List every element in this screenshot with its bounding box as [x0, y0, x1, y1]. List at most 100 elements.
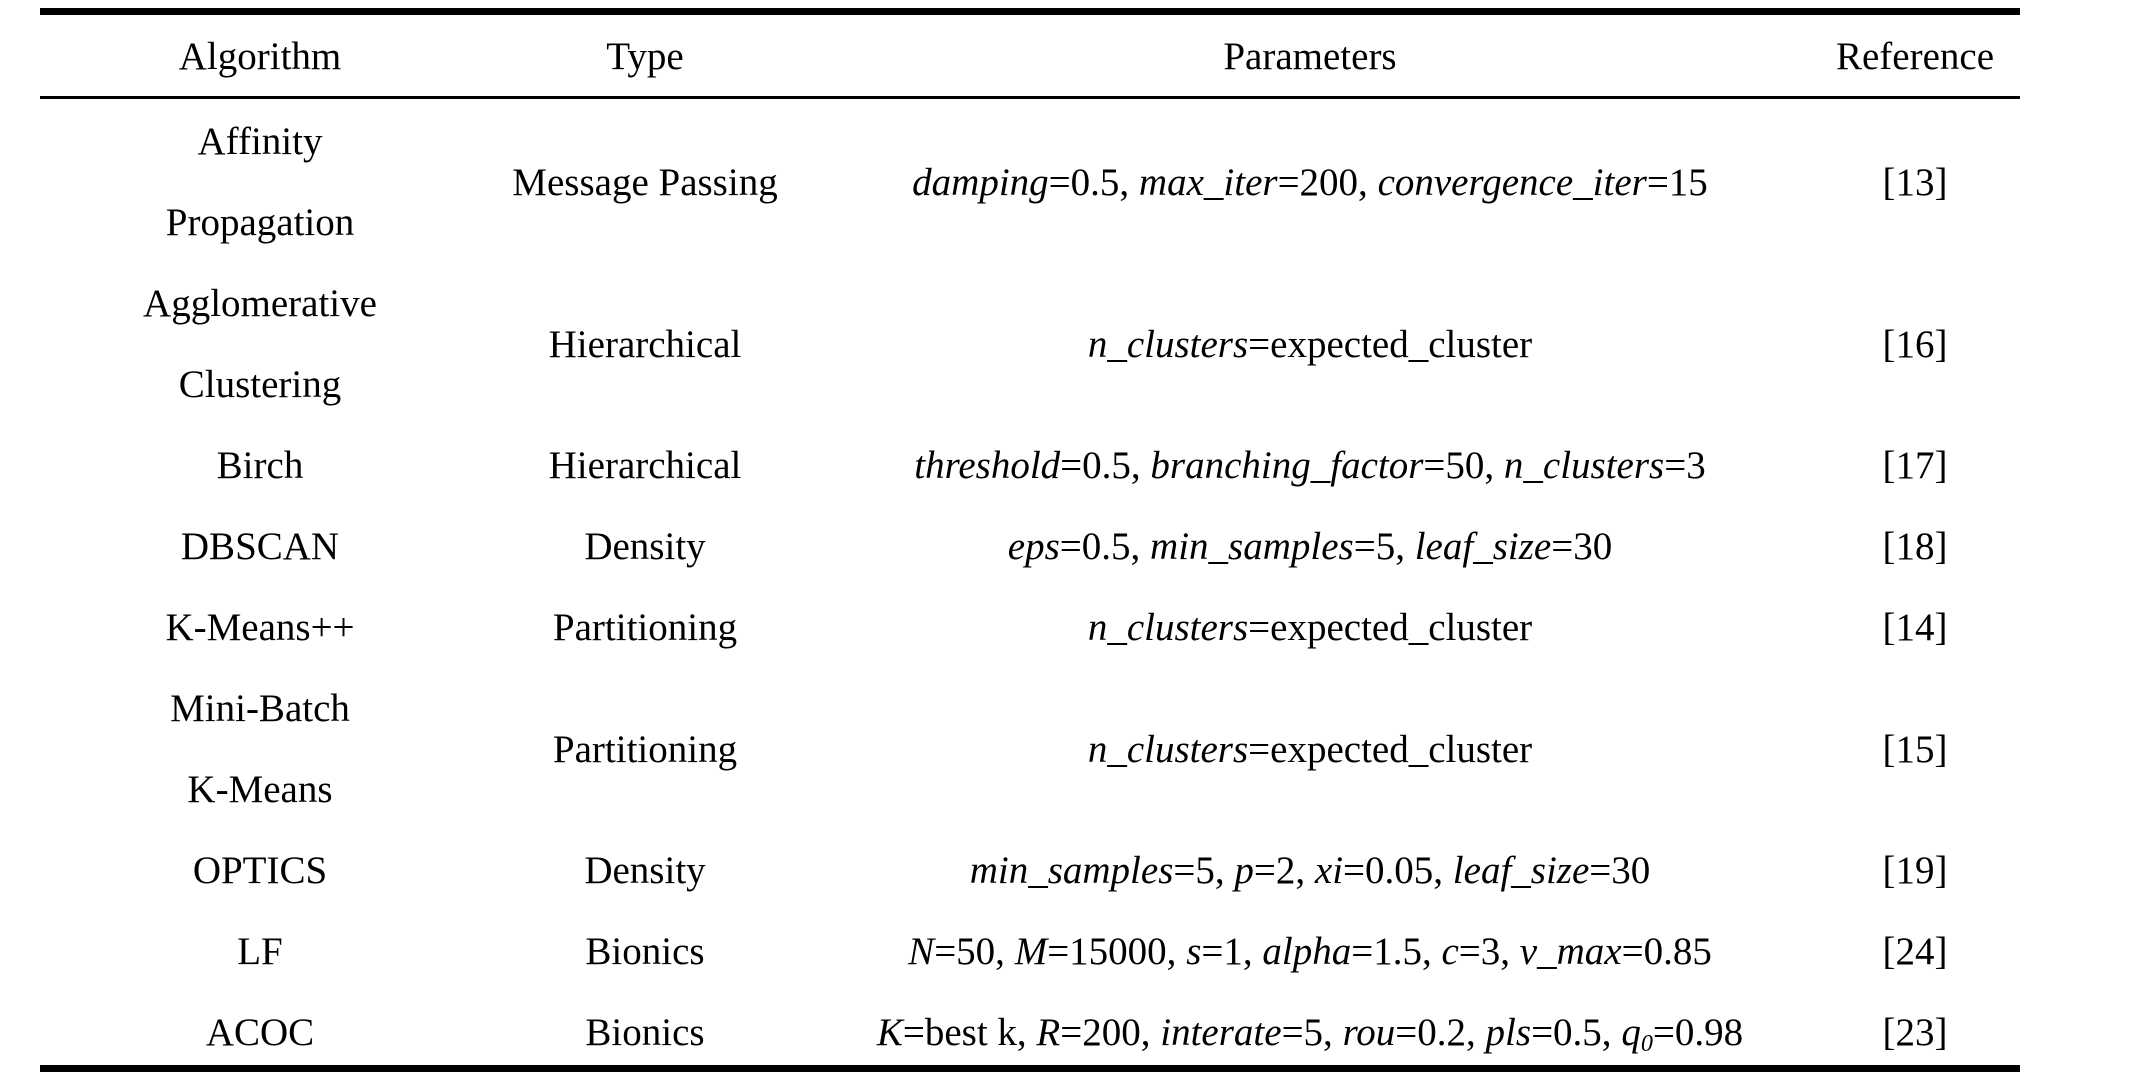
header-algorithm: Algorithm	[178, 35, 342, 78]
parameter-value: =15	[1646, 160, 1708, 204]
algorithm-cell: DBSCAN	[60, 506, 460, 587]
parameters-cell: N=50, M=15000, s=1, alpha=1.5, c=3, v_ma…	[830, 911, 1790, 992]
algorithm-line: Mini-Batch	[170, 687, 350, 730]
parameter-value: =0.5,	[1048, 160, 1139, 204]
algorithm-line: LF	[237, 930, 283, 973]
parameters-cell: min_samples=5, p=2, xi=0.05, leaf_size=3…	[830, 830, 1790, 911]
reference-cell: [13]	[1882, 160, 1948, 204]
parameters-cell: eps=0.5, min_samples=5, leaf_size=30	[830, 506, 1790, 587]
parameter-subscript: 0	[1640, 1030, 1653, 1058]
parameter-value: =30	[1551, 525, 1613, 568]
parameters-cell: n_clusters=expected_cluster	[830, 668, 1790, 830]
parameter-name: p	[1234, 849, 1254, 892]
parameter-name: M	[1014, 930, 1048, 973]
parameter-name: convergence_iter	[1377, 160, 1647, 204]
parameter-name: min_samples	[969, 849, 1174, 892]
algorithm-line: DBSCAN	[180, 525, 340, 568]
parameters-line: n_clusters=expected_cluster	[1088, 304, 1532, 385]
algorithm-cell: Affinity Propagation	[60, 101, 460, 263]
parameters-line: N=50, M=15000, s=1, alpha=1.5, c=3, v_ma…	[908, 911, 1712, 992]
algorithm-line: OPTICS	[192, 849, 328, 892]
reference-cell: [14]	[1882, 606, 1948, 649]
header-parameters: Parameters	[1223, 35, 1397, 78]
parameter-value: =5,	[1281, 1011, 1343, 1054]
parameters-cell: threshold=0.5, branching_factor=50, n_cl…	[830, 425, 1790, 506]
algorithm-line: ACOC	[205, 1011, 315, 1054]
parameter-value: =0.05,	[1343, 849, 1453, 892]
parameter-value: =5,	[1353, 525, 1415, 568]
parameter-value: =expected_cluster	[1248, 606, 1533, 649]
parameter-value: =0.5,	[1531, 1011, 1622, 1054]
parameter-value: =0.85	[1621, 930, 1712, 973]
parameter-value: =expected_cluster	[1248, 322, 1533, 366]
type-cell: Hierarchical	[548, 322, 742, 366]
parameter-name: K	[876, 1011, 903, 1054]
algorithm-cell: Agglomerative Clustering	[60, 263, 460, 425]
parameter-name: n_clusters	[1087, 606, 1249, 649]
parameter-value: =15000,	[1047, 930, 1187, 973]
parameter-name: damping	[912, 160, 1049, 204]
parameter-name: n_clusters	[1087, 727, 1249, 771]
parameter-value: =200,	[1277, 160, 1378, 204]
algorithm-line: Agglomerative	[143, 282, 377, 325]
parameters-cell: K=best k, R=200, interate=5, rou=0.2, pl…	[830, 992, 1790, 1073]
parameter-name: eps	[1007, 525, 1060, 568]
parameter-value: =3,	[1458, 930, 1520, 973]
parameter-name: v_max	[1519, 930, 1622, 973]
parameter-name: alpha	[1262, 930, 1352, 973]
parameters-line: eps=0.5, min_samples=5, leaf_size=30	[1008, 506, 1612, 587]
bottom-rule	[40, 1065, 2020, 1072]
parameter-value: =1,	[1201, 930, 1263, 973]
parameter-name: R	[1036, 1011, 1061, 1054]
parameter-name: q	[1621, 1011, 1641, 1054]
algorithm-line: Propagation	[165, 201, 355, 244]
parameter-value: =1.5,	[1351, 930, 1442, 973]
reference-cell: [23]	[1882, 1011, 1948, 1054]
algorithm-line: Birch	[216, 444, 304, 487]
parameter-name: branching_factor	[1150, 444, 1424, 487]
parameter-name: s	[1186, 930, 1202, 973]
parameter-name: leaf_size	[1452, 849, 1590, 892]
parameters-line: K=best k, R=200, interate=5, rou=0.2, pl…	[877, 992, 1743, 1073]
algorithm-line: K-Means++	[165, 606, 355, 649]
parameter-value: =best k,	[902, 1011, 1037, 1054]
algorithm-cell: Birch	[60, 425, 460, 506]
type-cell: Bionics	[585, 1011, 705, 1054]
top-rule	[40, 8, 2020, 15]
type-cell: Message Passing	[512, 160, 778, 204]
parameter-value: =5,	[1173, 849, 1235, 892]
algorithm-line: Affinity	[197, 120, 323, 163]
parameter-value: =30	[1589, 849, 1651, 892]
reference-cell: [24]	[1882, 930, 1948, 973]
type-cell: Density	[584, 525, 706, 568]
algorithm-line: K-Means	[187, 768, 333, 811]
header-rule	[40, 96, 2020, 99]
parameters-line: n_clusters=expected_cluster	[1088, 709, 1532, 790]
algorithm-cell: K-Means++	[60, 587, 460, 668]
reference-cell: [15]	[1882, 727, 1948, 771]
type-cell: Partitioning	[552, 727, 738, 771]
type-cell: Partitioning	[552, 606, 738, 649]
type-cell: Hierarchical	[548, 444, 742, 487]
parameters-line: threshold=0.5, branching_factor=50, n_cl…	[914, 425, 1705, 506]
parameters-cell: n_clusters=expected_cluster	[830, 263, 1790, 425]
parameter-value: =expected_cluster	[1248, 727, 1533, 771]
parameters-cell: n_clusters=expected_cluster	[830, 587, 1790, 668]
parameter-name: min_samples	[1150, 525, 1354, 568]
parameter-value: =0.5,	[1059, 525, 1151, 568]
algorithm-cell: LF	[60, 911, 460, 992]
parameter-value: =0.5,	[1060, 444, 1151, 487]
reference-cell: [18]	[1882, 525, 1948, 568]
parameter-name: c	[1441, 930, 1459, 973]
parameter-name: xi	[1314, 849, 1344, 892]
algorithm-cell: OPTICS	[60, 830, 460, 911]
type-cell: Density	[584, 849, 706, 892]
parameters-line: n_clusters=expected_cluster	[1088, 587, 1532, 668]
parameter-name: n_clusters	[1503, 444, 1665, 487]
parameter-name: n_clusters	[1087, 322, 1249, 366]
parameters-line: min_samples=5, p=2, xi=0.05, leaf_size=3…	[970, 830, 1651, 911]
parameter-name: interate	[1160, 1011, 1282, 1054]
header-reference: Reference	[1835, 35, 1995, 78]
parameter-name: leaf_size	[1414, 525, 1552, 568]
parameter-name: rou	[1342, 1011, 1396, 1054]
